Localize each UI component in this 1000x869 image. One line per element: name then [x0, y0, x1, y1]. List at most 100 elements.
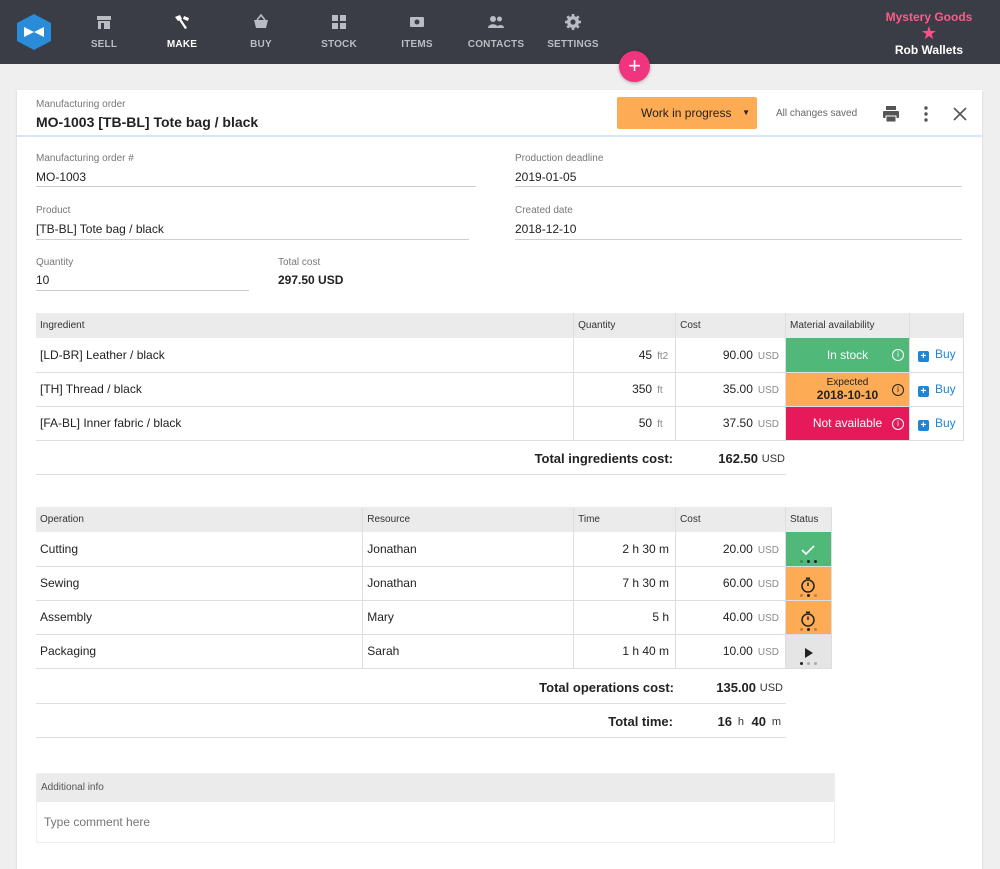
buy-button[interactable]: + Buy — [909, 372, 965, 407]
mo-number-field[interactable]: MO-1003 — [36, 170, 87, 184]
cost-value: 35.00 — [722, 382, 753, 396]
column-header[interactable]: Material availability — [785, 313, 910, 338]
progress-dots — [786, 591, 831, 597]
column-header[interactable]: Cost — [675, 507, 786, 532]
add-box-icon: + — [917, 351, 929, 363]
nav-sell[interactable]: SELL — [69, 13, 139, 50]
buy-button[interactable]: + Buy — [909, 406, 965, 441]
operation-resource[interactable]: Sarah — [362, 634, 575, 669]
quantity-value: 50 — [638, 416, 653, 430]
column-header — [909, 313, 965, 338]
nav-make-label: MAKE — [166, 39, 198, 50]
buy-label: Buy — [934, 415, 956, 430]
availability-badge[interactable]: Not available i — [785, 406, 910, 441]
app-logo-icon[interactable] — [16, 13, 52, 51]
info-icon[interactable]: i — [891, 417, 904, 430]
operations-total-row: Total operations cost: 135.00 USD — [36, 670, 786, 704]
quantity-unit: ft2 — [657, 350, 669, 362]
operation-name[interactable]: Assembly — [36, 600, 364, 635]
cost-currency: USD — [757, 385, 780, 396]
buy-label: Buy — [934, 347, 956, 362]
operation-cost[interactable]: 10.00 USD — [675, 634, 786, 669]
ingredient-name[interactable]: [LD-BR] Leather / black — [36, 338, 575, 373]
additional-info-section: Additional info — [36, 773, 835, 843]
ingredient-cost[interactable]: 90.00 USD — [675, 338, 787, 373]
cost-currency: USD — [757, 613, 779, 624]
save-status: All changes saved — [776, 108, 858, 119]
ingredient-name[interactable]: [TH] Thread / black — [36, 372, 575, 407]
operation-time[interactable]: 7 h 30 m — [573, 566, 677, 601]
operation-time[interactable]: 5 h — [573, 600, 677, 635]
field-underline — [36, 290, 249, 291]
ingredients-total-row: Total ingredients cost: 162.50 USD — [36, 441, 786, 475]
operation-cost[interactable]: 40.00 USD — [675, 600, 786, 635]
close-icon[interactable] — [950, 104, 970, 124]
column-header[interactable]: Quantity — [573, 313, 677, 338]
buy-button[interactable]: + Buy — [909, 338, 965, 373]
account-menu[interactable]: Mystery Goods ★ Rob Wallets — [884, 10, 974, 57]
print-icon[interactable] — [881, 104, 901, 124]
nav-stock[interactable]: STOCK — [304, 13, 374, 50]
status-dropdown[interactable]: Work in progress ▼ — [617, 97, 757, 129]
availability-text: In stock — [826, 347, 869, 362]
tag-icon — [410, 17, 424, 27]
operation-cost[interactable]: 20.00 USD — [675, 532, 786, 567]
ingredient-name[interactable]: [FA-BL] Inner fabric / black — [36, 406, 575, 441]
nav-buy[interactable]: BUY — [226, 13, 296, 50]
info-icon[interactable]: i — [891, 383, 904, 396]
column-header[interactable]: Cost — [675, 313, 787, 338]
quantity-value: 45 — [638, 347, 653, 362]
operation-time[interactable]: 2 h 30 m — [573, 532, 677, 567]
quantity-unit: ft — [657, 419, 663, 430]
status-done-button[interactable] — [785, 532, 833, 567]
column-header[interactable]: Resource — [362, 507, 575, 532]
operation-name[interactable]: Packaging — [36, 634, 364, 669]
operation-name[interactable]: Cutting — [36, 532, 364, 567]
product-field[interactable]: [TB-BL] Tote bag / black — [36, 222, 164, 236]
column-header[interactable]: Status — [785, 507, 833, 532]
status-in-progress-button[interactable] — [785, 600, 833, 635]
nav-sell-label: SELL — [90, 39, 118, 50]
column-header[interactable]: Ingredient — [36, 313, 575, 338]
operations-total-value: 135.00 — [716, 680, 756, 695]
availability-badge[interactable]: In stock i — [785, 338, 910, 373]
table-row: Sewing Jonathan 7 h 30 m 60.00 USD — [36, 566, 833, 601]
operations-total-label: Total operations cost: — [539, 680, 674, 695]
operation-resource[interactable]: Jonathan — [362, 532, 575, 567]
column-header[interactable]: Operation — [36, 507, 364, 532]
nav-contacts[interactable]: CONTACTS — [461, 13, 531, 50]
stopwatch-icon — [801, 611, 816, 627]
cost-value: 20.00 — [722, 541, 753, 556]
nav-items[interactable]: ITEMS — [382, 13, 452, 50]
operation-time[interactable]: 1 h 40 m — [573, 634, 677, 669]
status-start-button[interactable] — [785, 634, 833, 669]
ingredient-quantity[interactable]: 45 ft2 — [573, 338, 677, 373]
ingredient-cost[interactable]: 37.50 USD — [675, 406, 787, 441]
nav-settings[interactable]: SETTINGS — [538, 13, 608, 50]
ingredient-quantity[interactable]: 50 ft — [573, 406, 677, 441]
nav-make[interactable]: MAKE — [147, 13, 217, 50]
operation-resource[interactable]: Jonathan — [362, 566, 575, 601]
operation-resource[interactable]: Mary — [362, 600, 575, 635]
info-icon[interactable]: i — [891, 349, 904, 361]
deadline-field[interactable]: 2019-01-05 — [515, 170, 577, 184]
operation-name[interactable]: Sewing — [36, 566, 364, 601]
field-underline — [36, 186, 476, 187]
store-icon — [97, 16, 111, 29]
ingredient-quantity[interactable]: 350 ft — [573, 372, 677, 407]
add-new-button[interactable]: + — [619, 51, 650, 82]
table-header-row: Operation Resource Time Cost Status — [36, 507, 833, 532]
column-header[interactable]: Time — [573, 507, 677, 532]
more-options-icon[interactable] — [916, 104, 936, 124]
availability-badge[interactable]: Expected 2018-10-10 i — [785, 372, 910, 407]
created-date-field[interactable]: 2018-12-10 — [515, 222, 577, 236]
cost-currency: USD — [757, 419, 780, 430]
status-in-progress-button[interactable] — [785, 566, 833, 601]
cost-value: 40.00 — [722, 610, 753, 624]
cost-value: 10.00 — [722, 644, 753, 658]
quantity-field[interactable]: 10 — [36, 273, 50, 287]
operation-cost[interactable]: 60.00 USD — [675, 566, 786, 601]
comment-input[interactable] — [44, 815, 744, 829]
cost-currency: USD — [757, 544, 779, 556]
ingredient-cost[interactable]: 35.00 USD — [675, 372, 787, 407]
